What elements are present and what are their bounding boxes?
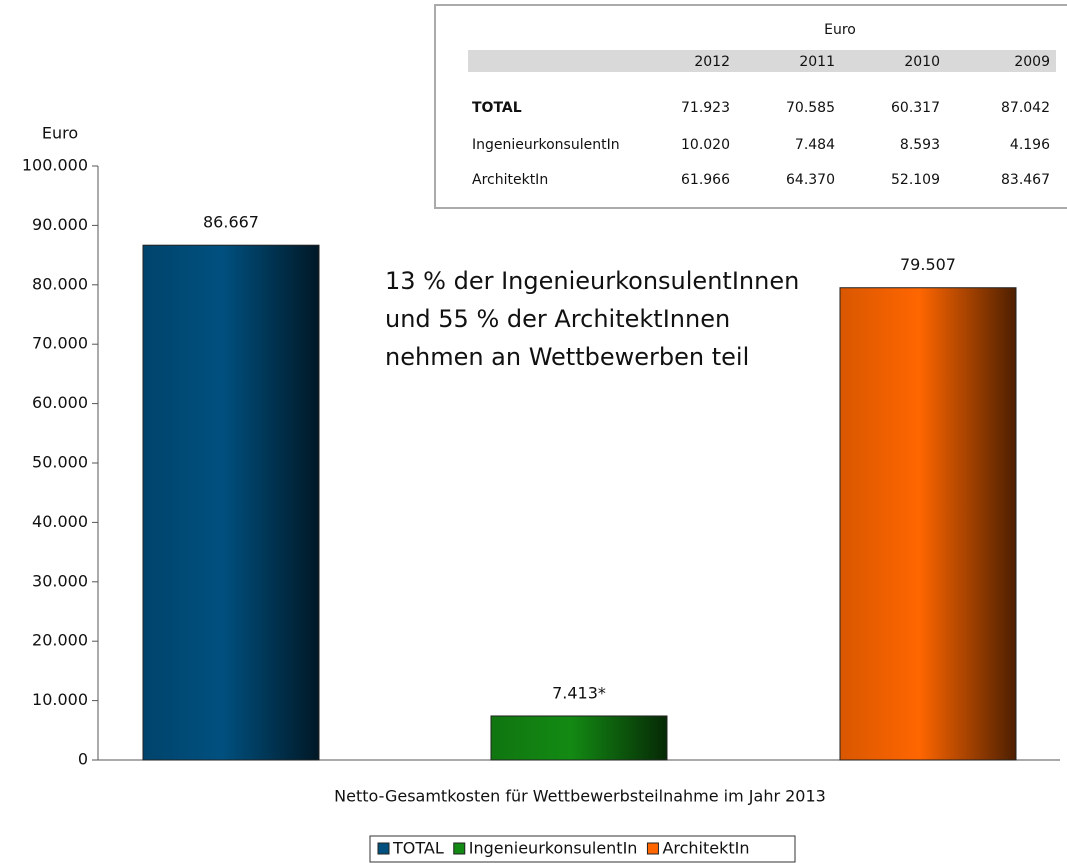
table-row-label: TOTAL — [472, 100, 522, 116]
y-tick-label: 70.000 — [32, 334, 88, 353]
table-cell: 71.923 — [681, 100, 730, 116]
y-tick-label: 20.000 — [32, 631, 88, 650]
table-column-header: 2010 — [904, 54, 940, 70]
table-column-header: 2009 — [1014, 54, 1050, 70]
data-label: 79.507 — [900, 255, 956, 274]
annotation: 13 % der IngenieurkonsulentInnen — [385, 267, 799, 295]
legend — [369, 835, 796, 863]
table-box — [434, 4, 1067, 209]
y-tick-label: 30.000 — [32, 571, 88, 590]
table-column-header: 2011 — [799, 54, 835, 70]
table-header-band — [468, 50, 1056, 72]
annotation: nehmen an Wettbewerben teil — [385, 343, 749, 371]
y-tick-label: 50.000 — [32, 453, 88, 472]
bar — [839, 287, 1017, 761]
y-axis-label: Euro — [42, 124, 78, 143]
y-tick-label: 90.000 — [32, 215, 88, 234]
y-tick-label: 0 — [78, 750, 88, 769]
table-cell: 7.484 — [795, 137, 835, 153]
data-label: 7.413* — [552, 683, 606, 702]
table-cell: 87.042 — [1001, 100, 1050, 116]
table-cell: 83.467 — [1001, 172, 1050, 188]
legend-swatch — [377, 842, 390, 855]
y-tick-label: 60.000 — [32, 393, 88, 412]
data-label: 86.667 — [203, 213, 259, 232]
annotation: und 55 % der ArchitektInnen — [385, 305, 730, 333]
table-cell: 8.593 — [900, 137, 940, 153]
legend-label: IngenieurkonsulentIn — [469, 839, 638, 858]
y-tick-label: 80.000 — [32, 274, 88, 293]
y-tick-label: 100.000 — [22, 156, 88, 175]
y-tick-label: 40.000 — [32, 512, 88, 531]
table-title: Euro — [824, 22, 856, 38]
legend-label: ArchitektIn — [662, 839, 749, 858]
table-cell: 4.196 — [1010, 137, 1050, 153]
bar — [490, 715, 668, 761]
x-axis-label: Netto-Gesamtkosten für Wettbewerbsteilna… — [334, 787, 826, 806]
table-cell: 70.585 — [786, 100, 835, 116]
table-column-header: 2012 — [694, 54, 730, 70]
legend-swatch — [453, 842, 466, 855]
table-cell: 60.317 — [891, 100, 940, 116]
table-cell: 61.966 — [681, 172, 730, 188]
legend-swatch — [646, 842, 659, 855]
y-tick-label: 10.000 — [32, 690, 88, 709]
legend-label: TOTAL — [392, 839, 444, 858]
table-row-label: ArchitektIn — [472, 172, 548, 188]
table-cell: 52.109 — [891, 172, 940, 188]
bar — [142, 244, 320, 761]
table-cell: 10.020 — [681, 137, 730, 153]
table-row-label: IngenieurkonsulentIn — [472, 137, 620, 153]
table-cell: 64.370 — [786, 172, 835, 188]
